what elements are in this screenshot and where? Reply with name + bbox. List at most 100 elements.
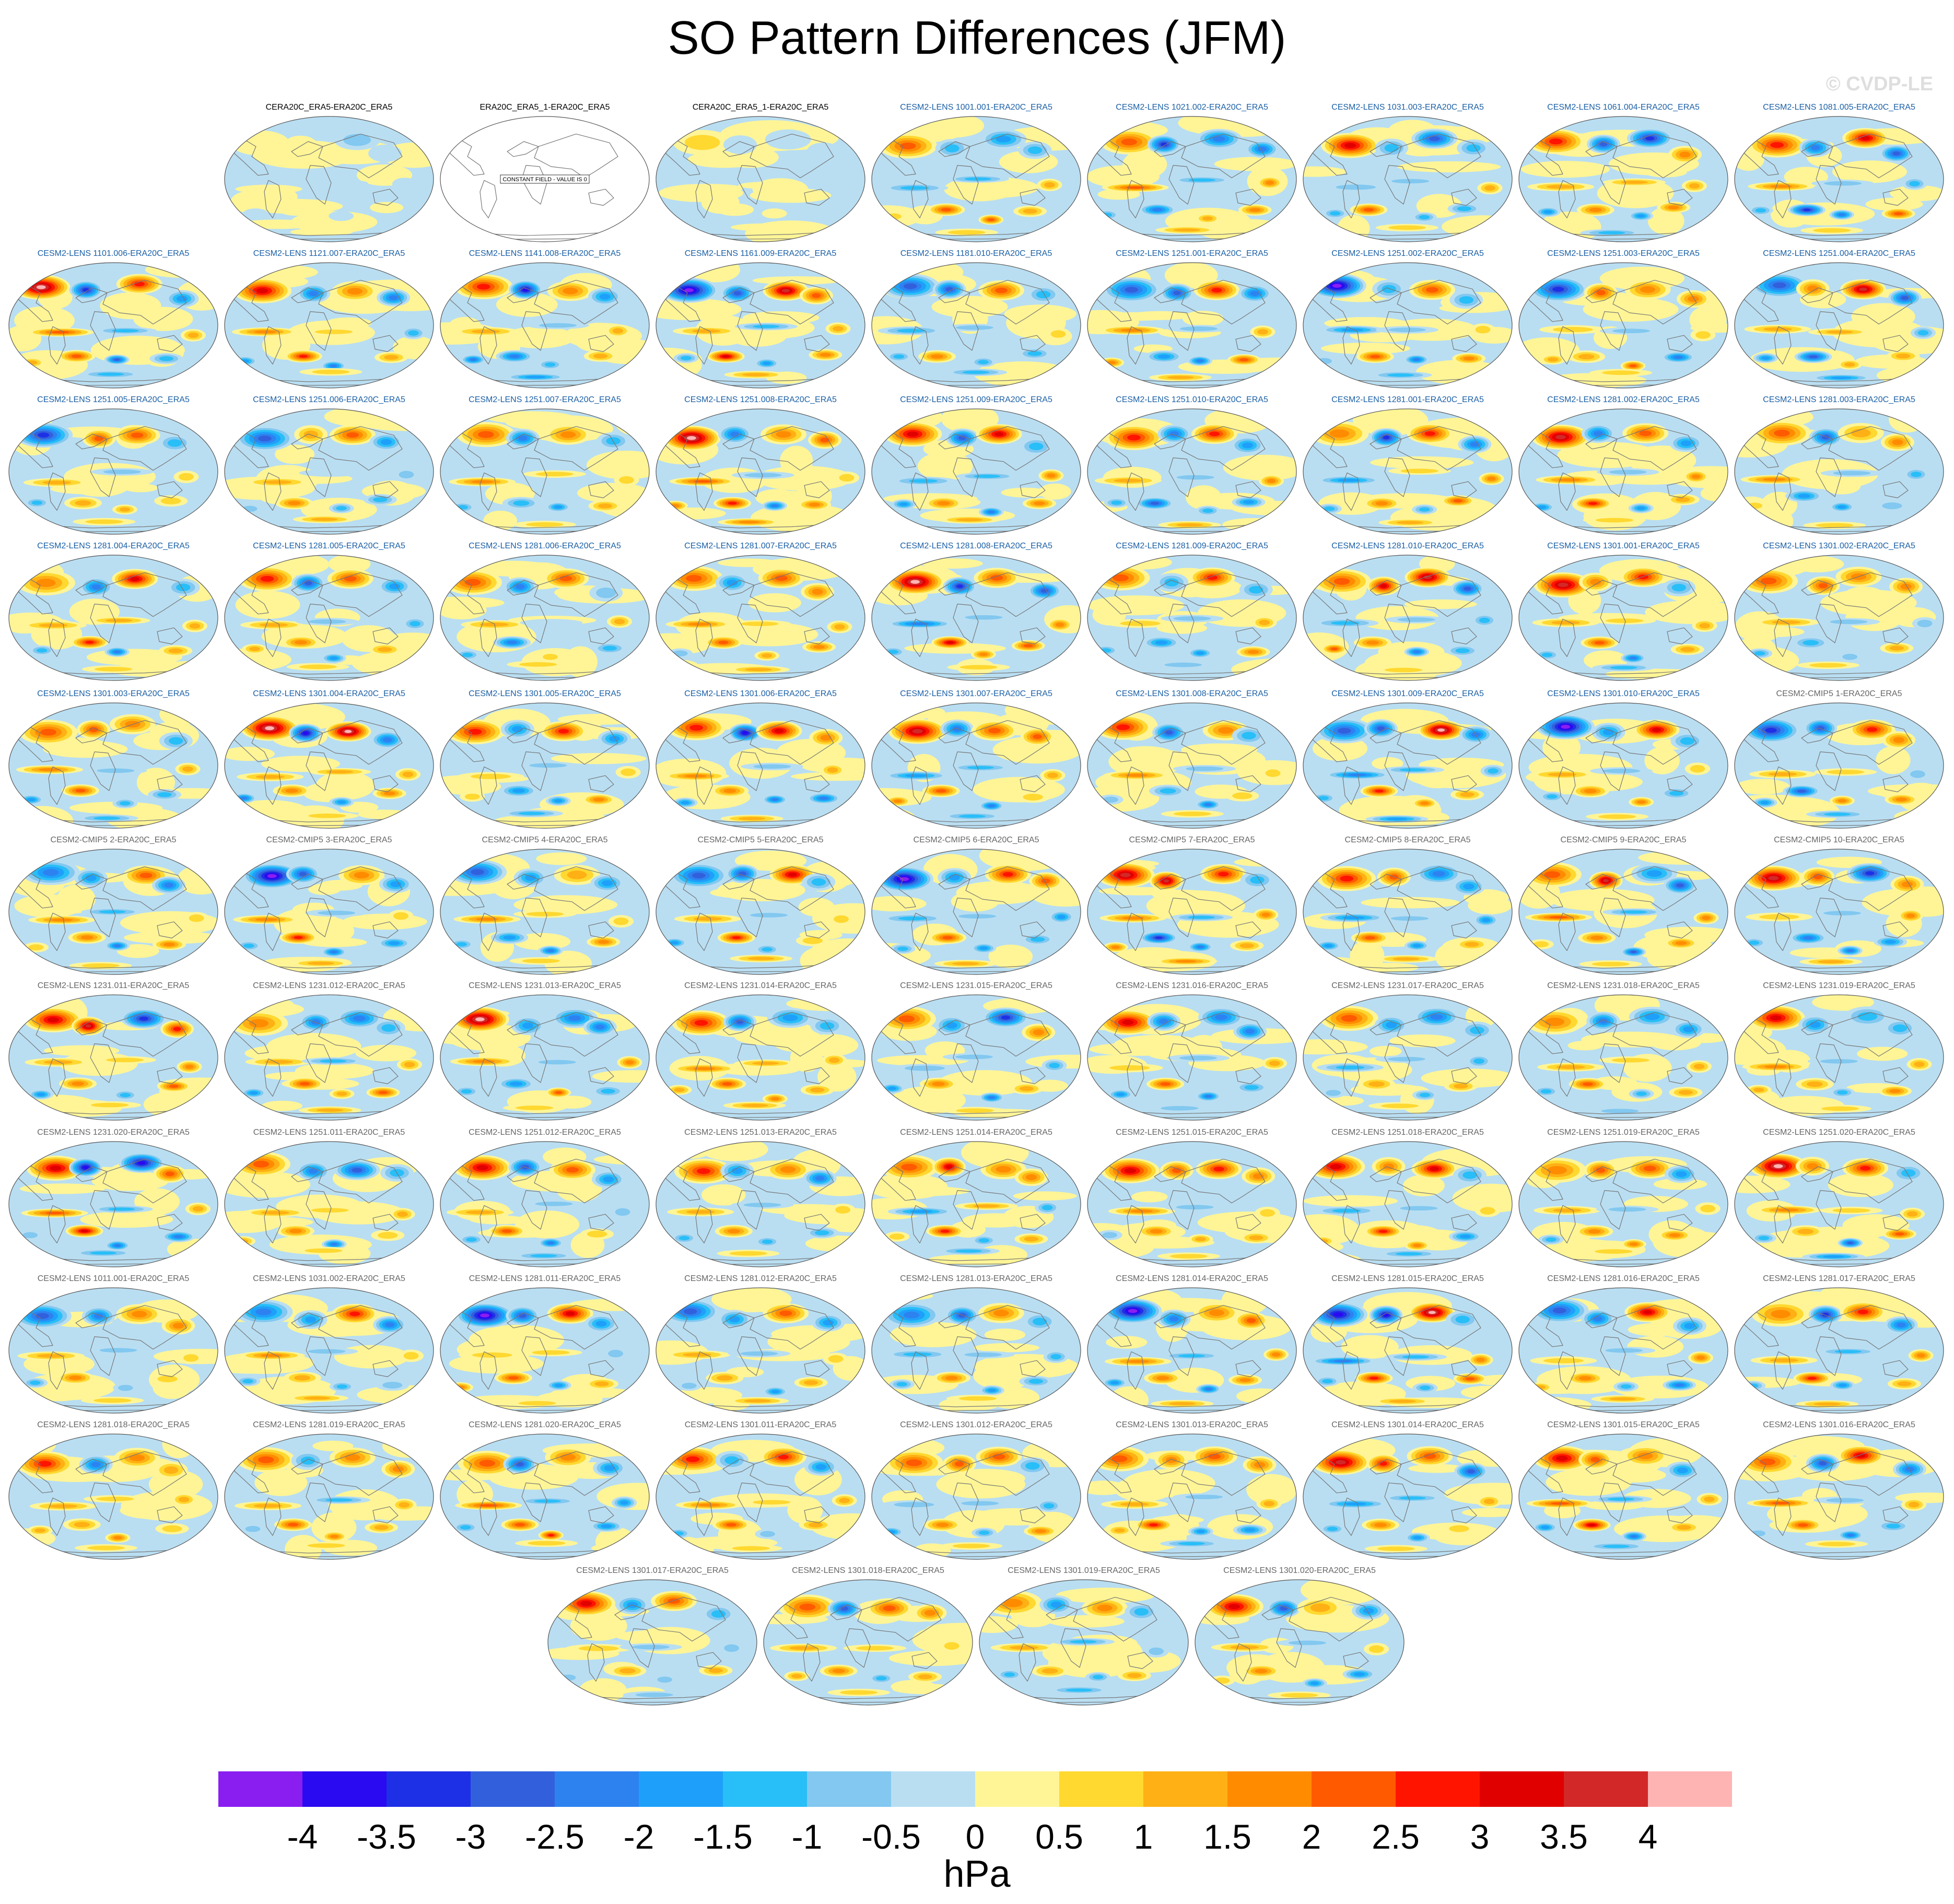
positive-anomaly-patch xyxy=(1303,1039,1368,1055)
coastline xyxy=(1558,618,1576,657)
positive-anomaly-patch xyxy=(1114,1035,1204,1054)
coastline xyxy=(318,426,403,471)
anomaly-contour xyxy=(466,1237,477,1242)
anomaly-contour xyxy=(1546,1237,1557,1242)
anomaly-contour xyxy=(1122,916,1144,920)
coastline xyxy=(874,578,916,615)
anomaly-contour xyxy=(716,203,754,216)
anomaly-contour xyxy=(1676,1171,1687,1177)
anomaly-contour xyxy=(685,135,720,150)
coastline xyxy=(1342,326,1360,365)
coastline xyxy=(75,1166,108,1182)
anomaly-contour xyxy=(765,129,811,150)
anomaly-contour xyxy=(1126,186,1145,189)
anomaly-contour xyxy=(738,181,801,190)
anomaly-contour xyxy=(307,961,334,965)
coastline xyxy=(1020,481,1046,498)
coastline xyxy=(443,1165,485,1201)
panel-label: CESM2-LENS 1081.005-ERA20C_ERA5 xyxy=(1763,103,1915,112)
coastline xyxy=(479,912,497,951)
anomaly-contour xyxy=(163,942,175,947)
coastline xyxy=(227,726,269,762)
coastline xyxy=(750,720,834,765)
anomaly-contour xyxy=(346,432,359,438)
coastline xyxy=(953,603,979,643)
anomaly-contour xyxy=(693,1067,716,1071)
map-panel: CESM2-CMIP5 8-ERA20C_ERA5 xyxy=(1301,835,1515,975)
coastline xyxy=(1020,1067,1046,1084)
coastline xyxy=(48,1351,66,1390)
anomaly-contour xyxy=(958,914,997,919)
anomaly-contour xyxy=(994,287,1008,293)
anomaly-contour xyxy=(1101,213,1113,217)
coastline xyxy=(938,1166,970,1182)
anomaly-contour xyxy=(464,579,481,586)
coastline xyxy=(750,279,834,325)
map-border xyxy=(656,262,865,389)
map-panel: CESM2-LENS 1231.011-ERA20C_ERA5 xyxy=(6,980,220,1121)
anomaly-contour xyxy=(1917,330,1929,336)
anomaly-contour xyxy=(833,326,844,332)
anomaly-contour xyxy=(1768,772,1797,777)
positive-anomaly-patch xyxy=(1557,442,1658,468)
coastline xyxy=(1181,279,1266,325)
anomaly-contour xyxy=(1590,579,1601,585)
positive-anomaly-patch xyxy=(938,1070,1033,1096)
anomaly-contour xyxy=(315,330,353,334)
anomaly-contour xyxy=(834,915,849,923)
coastline xyxy=(90,1043,116,1083)
coastline xyxy=(1828,1012,1913,1057)
coastline xyxy=(737,311,763,351)
coastline xyxy=(1154,433,1186,450)
coastline xyxy=(737,457,763,497)
anomaly-contour xyxy=(256,288,268,293)
anomaly-contour xyxy=(303,430,318,439)
anomaly-contour xyxy=(941,208,952,211)
anomaly-contour xyxy=(75,500,91,506)
positive-anomaly-patch xyxy=(1389,1034,1456,1048)
anomaly-contour xyxy=(730,431,740,437)
coastline xyxy=(1667,335,1693,352)
anomaly-contour xyxy=(518,1401,556,1406)
anomaly-contour xyxy=(354,872,369,879)
coastline xyxy=(1090,139,1132,176)
anomaly-contour xyxy=(1552,327,1593,333)
coastline xyxy=(264,1058,282,1097)
anomaly-contour xyxy=(1163,879,1169,883)
positive-anomaly-patch xyxy=(536,852,587,865)
map-panel: CESM2-LENS 1251.002-ERA20C_ERA5 xyxy=(1301,248,1515,389)
positive-anomaly-patch xyxy=(1647,207,1684,235)
anomaly-contour xyxy=(1460,1235,1471,1239)
coastline xyxy=(1384,751,1410,791)
map-panel: CESM2-LENS 1301.002-ERA20C_ERA5 xyxy=(1732,540,1946,681)
anomaly-contour xyxy=(353,1015,366,1021)
anomaly-contour xyxy=(179,473,194,481)
anomaly-contour xyxy=(903,283,917,289)
anomaly-contour xyxy=(380,439,392,445)
anomaly-contour xyxy=(743,1203,781,1207)
anomaly-contour xyxy=(399,471,414,479)
anomaly-contour xyxy=(308,1349,346,1354)
anomaly-contour xyxy=(956,584,963,589)
positive-anomaly-patch xyxy=(1039,483,1071,500)
anomaly-contour xyxy=(1816,523,1854,528)
coastline xyxy=(264,618,282,657)
coastline xyxy=(443,872,485,909)
anomaly-contour xyxy=(688,622,710,626)
coastline xyxy=(1090,1018,1132,1054)
positive-anomaly-patch xyxy=(665,1142,713,1159)
anomaly-contour xyxy=(1419,215,1430,220)
anomaly-contour xyxy=(344,575,357,582)
anomaly-contour xyxy=(1549,138,1563,145)
anomaly-contour xyxy=(1155,640,1168,645)
coastline xyxy=(372,921,399,938)
map-border xyxy=(1734,408,1944,535)
coastline xyxy=(1600,1043,1626,1083)
anomaly-contour xyxy=(1484,185,1495,191)
anomaly-contour xyxy=(336,506,347,511)
coastline xyxy=(1342,180,1360,218)
anomaly-contour xyxy=(1610,666,1637,669)
anomaly-contour xyxy=(1116,724,1130,731)
panel-label: CERA20C_ERA5-ERA20C_ERA5 xyxy=(265,103,393,112)
coastline xyxy=(48,1058,66,1097)
